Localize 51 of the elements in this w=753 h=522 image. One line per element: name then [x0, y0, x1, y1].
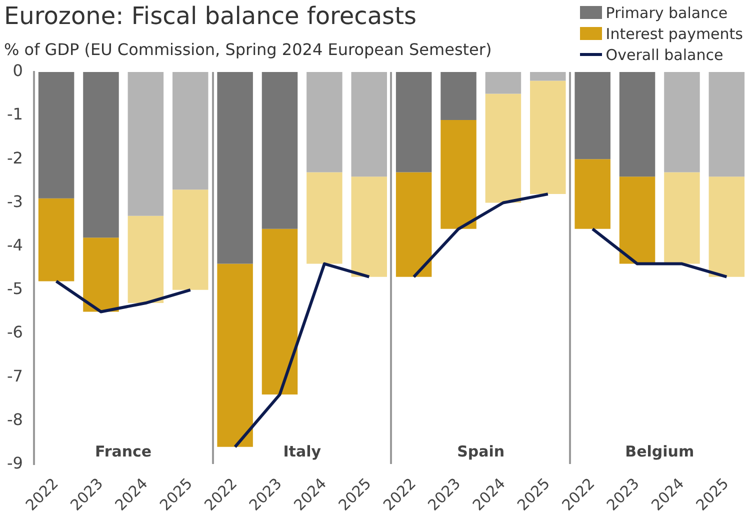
- bar: [38, 198, 74, 282]
- bar: [128, 216, 164, 304]
- bar: [351, 176, 388, 277]
- bar: [664, 72, 700, 172]
- y-tick-label: -5: [7, 279, 23, 298]
- legend-label: Interest payments: [606, 24, 743, 42]
- bar: [485, 72, 522, 94]
- bar: [217, 72, 253, 264]
- bar: [708, 176, 745, 277]
- y-tick-label: 0: [12, 61, 23, 80]
- chart-subtitle: % of GDP (EU Commission, Spring 2024 European Semester): [4, 40, 492, 59]
- bar: [574, 72, 610, 160]
- bar: [396, 72, 432, 172]
- chart-title: Eurozone: Fiscal balance forecasts: [4, 2, 416, 30]
- bar: [574, 159, 610, 229]
- annotation: Belgium: [625, 442, 694, 461]
- annotation: Spain: [457, 442, 505, 461]
- bar: [619, 72, 656, 177]
- y-tick-label: -7: [7, 366, 23, 386]
- bar: [128, 72, 164, 216]
- bar: [530, 72, 566, 81]
- bar: [485, 94, 522, 203]
- y-tick-label: -6: [7, 322, 23, 342]
- bar: [351, 72, 388, 177]
- y-tick-label: -2: [7, 148, 23, 168]
- y-tick-label: -1: [7, 104, 23, 124]
- bar: [83, 238, 119, 312]
- bar: [262, 228, 298, 395]
- bar: [708, 72, 745, 177]
- bar: [396, 172, 432, 277]
- y-tick-label: -8: [7, 410, 23, 429]
- y-tick-label: -9: [7, 453, 23, 472]
- bar: [217, 264, 253, 447]
- bar: [440, 72, 476, 120]
- bar: [619, 176, 656, 264]
- legend-label: Overall balance: [606, 46, 724, 64]
- bar: [306, 72, 342, 172]
- annotation: Italy: [283, 442, 322, 461]
- bar: [38, 72, 74, 198]
- y-tick-label: -4: [7, 236, 23, 255]
- bar: [262, 72, 298, 229]
- annotation: France: [95, 442, 152, 461]
- bar: [530, 80, 566, 194]
- y-tick-label: -3: [7, 192, 23, 211]
- bar: [664, 172, 700, 264]
- bar: [306, 172, 342, 264]
- bar: [172, 72, 208, 190]
- bar: [83, 72, 119, 238]
- bar: [172, 190, 208, 290]
- legend-label: Primary balance: [606, 4, 728, 22]
- bar: [440, 120, 476, 229]
